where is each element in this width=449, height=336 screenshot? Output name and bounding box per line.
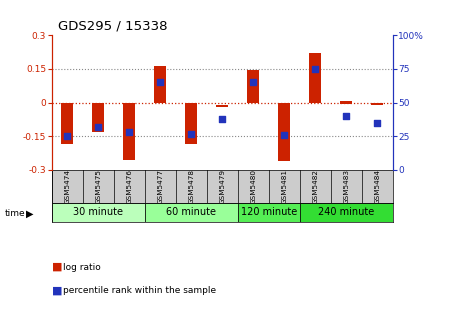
Point [281,132,288,137]
Bar [340,101,352,104]
Bar [371,102,383,105]
Point [64,133,71,139]
Text: log ratio: log ratio [63,263,101,271]
Point [312,66,319,72]
Bar [185,102,197,144]
Text: GSM5477: GSM5477 [157,169,163,204]
Bar [216,105,228,107]
Bar [52,203,145,222]
Text: ■: ■ [52,262,62,272]
Point [250,80,257,85]
Text: GSM5480: GSM5480 [250,169,256,204]
Text: ▶: ▶ [26,208,34,218]
Text: GSM5478: GSM5478 [188,169,194,204]
Text: GSM5475: GSM5475 [95,169,101,204]
Point [219,116,226,121]
Point [188,131,195,136]
Text: GSM5484: GSM5484 [374,169,380,204]
Bar [278,102,290,161]
Text: GSM5482: GSM5482 [313,169,318,204]
Bar [154,66,166,102]
Point [374,120,381,125]
Point [95,124,102,129]
Bar [238,203,300,222]
Text: GSM5474: GSM5474 [64,169,70,204]
Text: ■: ■ [52,286,62,296]
Text: time: time [4,209,25,218]
Bar [300,203,393,222]
Bar [92,102,104,132]
Bar [61,102,73,144]
Bar [309,53,321,102]
Text: 30 minute: 30 minute [73,207,123,217]
Text: 120 minute: 120 minute [241,207,297,217]
Bar [145,203,238,222]
Text: GSM5483: GSM5483 [343,169,349,204]
Text: 60 minute: 60 minute [166,207,216,217]
Text: GSM5481: GSM5481 [282,169,287,204]
Point [343,113,350,119]
Text: 240 minute: 240 minute [318,207,374,217]
Text: GSM5476: GSM5476 [126,169,132,204]
Bar [123,102,135,160]
Text: percentile rank within the sample: percentile rank within the sample [63,286,216,295]
Text: GDS295 / 15338: GDS295 / 15338 [58,20,168,33]
Point [157,80,164,85]
Bar [247,70,259,102]
Point [126,129,133,135]
Text: GSM5479: GSM5479 [219,169,225,204]
